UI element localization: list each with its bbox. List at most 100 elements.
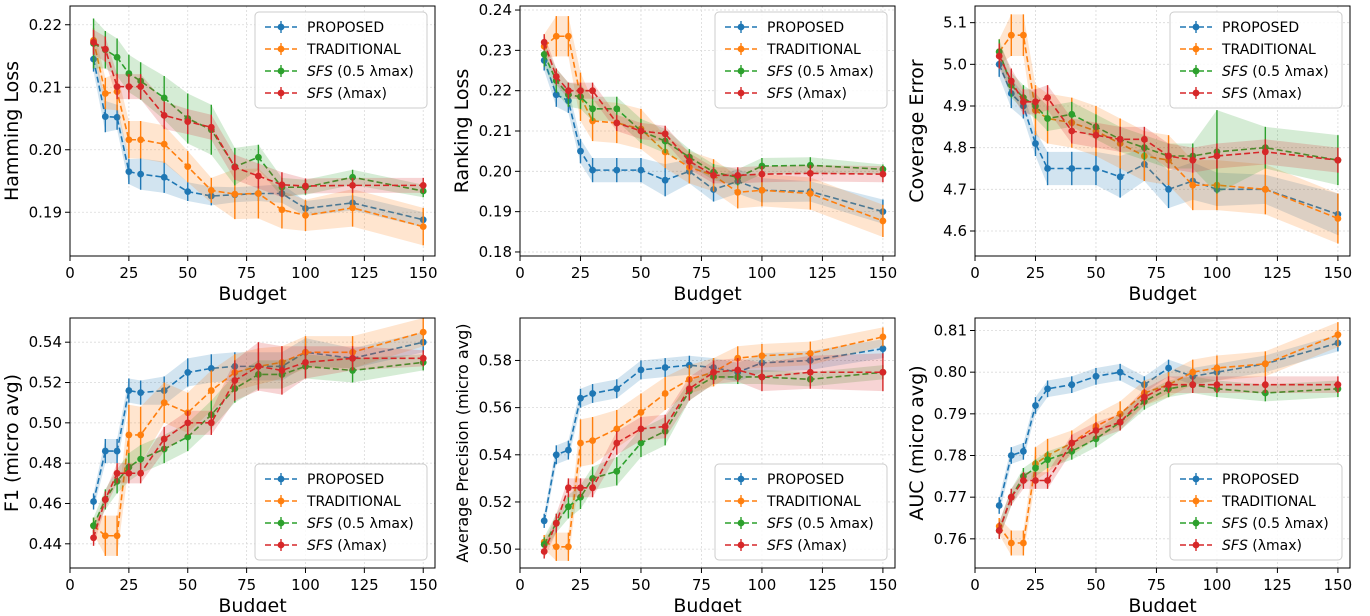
data-point: [685, 157, 693, 165]
series-band: [999, 51, 1338, 236]
data-point: [552, 519, 560, 527]
legend-label-main: PROPOSED: [307, 472, 384, 488]
legend-label: SFS (λmax): [1222, 538, 1302, 554]
legend-label-suffix: (0.5 λmax): [793, 516, 874, 532]
x-axis-label: Budget: [1128, 595, 1196, 612]
data-point: [879, 170, 887, 178]
data-point: [125, 136, 133, 144]
data-point: [1092, 427, 1100, 434]
data-point: [1261, 148, 1269, 156]
data-point: [1019, 477, 1027, 484]
subplot-2: 0 25 50 75 100 125 150 0.18 0.19 0.20 0.21 0.22 0.23…: [451, 1, 897, 305]
legend-label-suffix: (0.5 λmax): [1248, 64, 1329, 80]
y-tick-label: 0.52: [29, 374, 62, 392]
data-point: [540, 548, 548, 555]
legend-marker: [1192, 45, 1200, 53]
legend-entry: PROPOSED: [265, 472, 384, 488]
subplot-1: 0 25 50 75 100 125 150 0.19 0.20 0.21 0.22 Budget Ha…: [1, 5, 438, 305]
y-tick-label: 0.21: [29, 78, 62, 96]
data-point: [184, 369, 192, 376]
legend-label-main: SFS: [307, 538, 333, 554]
x-tick-label: 50: [1086, 264, 1105, 282]
series-4: [90, 29, 427, 198]
legend-marker: [277, 23, 285, 31]
legend-label-main: TRADITIONAL: [1221, 494, 1316, 510]
data-point: [419, 223, 427, 231]
data-point: [1032, 140, 1039, 147]
x-tick-label: 50: [631, 576, 650, 594]
data-point: [1261, 360, 1269, 368]
legend-label-main: SFS: [767, 516, 793, 532]
plot-frame: [519, 317, 896, 569]
subplot-4: 0 25 50 75 100 125 150 0.44 0.46 0.48 0.50 0.52 0.54…: [1, 317, 438, 616]
data-point: [1189, 368, 1197, 376]
x-tick-label: 100: [1203, 264, 1232, 282]
data-point: [806, 169, 814, 177]
legend-entry: PROPOSED: [725, 472, 844, 488]
series-4: [540, 34, 887, 184]
data-point: [349, 354, 356, 362]
legend-entry: SFS (0.5 λmax): [265, 64, 414, 80]
data-point: [1032, 402, 1039, 409]
data-point: [278, 181, 286, 189]
data-point: [1007, 77, 1015, 85]
series-2: [90, 27, 427, 246]
data-point: [302, 182, 309, 190]
y-tick-label: 0.24: [479, 1, 512, 19]
legend-marker: [737, 45, 745, 53]
data-point: [207, 365, 215, 372]
x-tick-label: 100: [291, 264, 320, 282]
legend-label-main: SFS: [767, 64, 793, 80]
data-point: [1032, 477, 1039, 484]
legend-box: [254, 463, 428, 561]
data-point: [734, 171, 742, 179]
legend-label: PROPOSED: [307, 472, 384, 488]
data-point: [137, 136, 145, 144]
data-point: [589, 87, 596, 95]
subplot-3: 0 25 50 75 100 125 150 4.6 4.7 4.8 4.9 5.0 5.1 Budget…: [906, 5, 1352, 305]
data-point: [540, 38, 548, 46]
x-tick-label: 125: [1263, 576, 1292, 594]
data-point: [160, 173, 168, 181]
x-tick-label: 50: [631, 264, 650, 282]
legend-entry: SFS (0.5 λmax): [725, 64, 874, 80]
x-tick-label: 75: [237, 576, 256, 594]
data-point: [1068, 439, 1076, 447]
data-point: [1116, 368, 1124, 376]
y-axis-label: F1 (micro avg): [1, 374, 23, 512]
data-point: [160, 111, 168, 119]
y-tick-label: 4.7: [943, 180, 967, 198]
data-point: [278, 206, 286, 214]
legend-label-main: SFS: [1222, 64, 1248, 80]
data-point: [419, 181, 427, 189]
y-tick-label: 0.19: [29, 203, 62, 221]
data-point: [589, 105, 596, 113]
data-point: [1334, 215, 1342, 222]
y-tick-label: 0.22: [29, 16, 62, 34]
series-band: [999, 14, 1338, 244]
series-band: [999, 376, 1338, 539]
data-point: [160, 140, 168, 148]
x-axis-label: Budget: [218, 595, 286, 612]
y-tick-label: 0.80: [934, 363, 967, 381]
data-point: [184, 118, 192, 126]
x-tick-label: 100: [748, 576, 777, 594]
data-point: [564, 32, 572, 40]
legend-label-suffix: (λmax): [1248, 86, 1302, 102]
x-tick-label: 100: [1203, 576, 1232, 594]
y-tick-label: 0.78: [934, 447, 967, 465]
legend-label: SFS (0.5 λmax): [1222, 516, 1329, 532]
y-axis-label: Coverage Error: [906, 59, 928, 203]
data-point: [577, 87, 584, 95]
data-point: [734, 188, 742, 196]
legend-label-main: SFS: [307, 516, 333, 532]
legend-label: SFS (λmax): [767, 538, 847, 554]
legend-label: SFS (λmax): [307, 86, 387, 102]
legend-label-main: TRADITIONAL: [306, 42, 401, 58]
legend-entry: SFS (λmax): [725, 86, 847, 102]
legend-label-suffix: (λmax): [793, 86, 847, 102]
legend-label: SFS (0.5 λmax): [1222, 64, 1329, 80]
data-point: [90, 38, 97, 46]
